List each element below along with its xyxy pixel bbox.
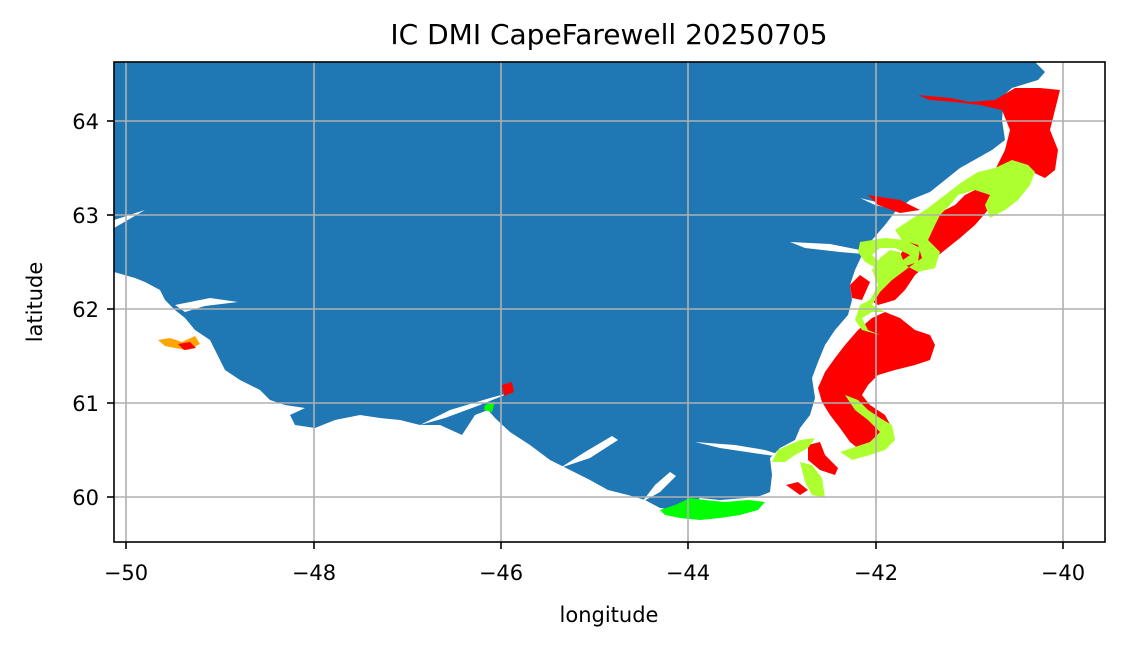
y-tick-label: 60 [72,486,99,510]
ice-red-strip [868,195,920,213]
fjord-channel [560,436,618,468]
x-tick-label: −42 [854,561,898,585]
plot-frame [113,61,1106,543]
y-tick-labels: 60 61 62 63 64 [72,110,99,510]
ice-red-middle [818,312,935,450]
x-tick-label: −50 [104,561,148,585]
fjord-channel [642,472,676,502]
y-tick-label: 62 [72,298,99,322]
grid-lines [114,62,1105,542]
ice-red-south [786,482,808,495]
x-axis-label: longitude [560,603,659,627]
chart-title: IC DMI CapeFarewell 20250705 [390,18,827,51]
x-tick-labels: −50 −48 −46 −44 −42 −40 [104,561,1085,585]
y-tick-label: 63 [72,204,99,228]
ice-green-fjord [484,402,495,412]
ice-yellowgreen-north [855,160,1035,335]
fjord-channel [695,442,790,458]
ice-red-south [808,442,838,475]
ice-yellowgreen-ring [858,238,920,270]
y-axis-label: latitude [23,262,47,343]
x-tick-marks [125,542,1064,549]
greenland-landmass [114,62,1045,510]
fjord-channel [420,392,512,425]
x-tick-label: −48 [292,561,336,585]
x-tick-label: −46 [479,561,523,585]
ice-yellowgreen-middle [840,395,895,460]
x-tick-label: −40 [1041,561,1085,585]
ice-yellowgreen-south [772,438,815,462]
ice-green-cape [660,498,765,520]
y-tick-marks [107,120,114,498]
ice-red-strip [850,275,870,300]
x-tick-label: −44 [666,561,710,585]
y-tick-label: 61 [72,392,99,416]
ice-red-west-fjord [502,382,514,396]
ice-red-west [178,342,196,350]
ice-yellowgreen-south [800,462,825,498]
fjord-channel [790,242,875,255]
y-tick-label: 64 [72,110,99,134]
